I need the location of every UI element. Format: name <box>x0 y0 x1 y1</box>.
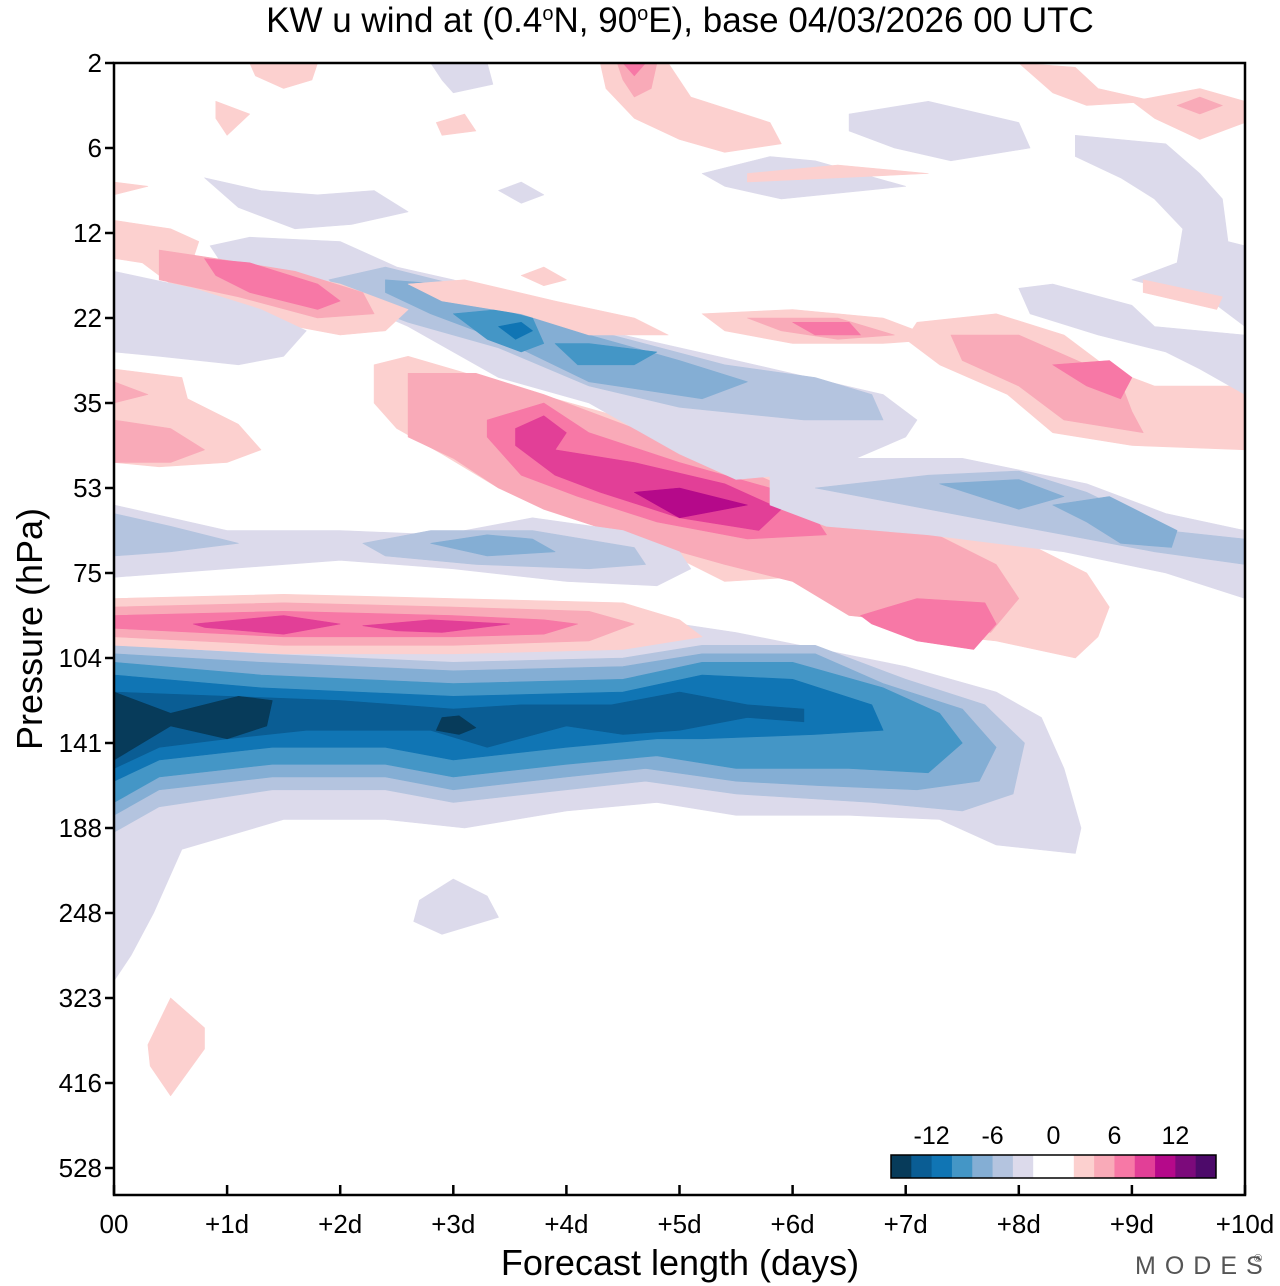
colorbar-swatch <box>1134 1155 1156 1178</box>
colorbar-swatch <box>1114 1155 1136 1178</box>
contour-n8-27 <box>554 343 658 366</box>
copyright-mark: © <box>1254 1253 1262 1265</box>
y-tick-label: 528 <box>59 1153 102 1183</box>
colorbar-tick-label: -6 <box>981 1122 1003 1150</box>
colorbar-swatch <box>992 1155 1014 1178</box>
contour-n2-48 <box>1018 283 1245 395</box>
y-tick-label: 75 <box>73 558 102 588</box>
y-tick-label: 53 <box>73 473 102 503</box>
contour-n6-22 <box>430 534 556 557</box>
colorbar-swatch <box>911 1155 933 1178</box>
x-tick-label: +1d <box>205 1209 249 1239</box>
x-tick-label: +5d <box>657 1209 701 1239</box>
colorbar-tick-label: 0 <box>1047 1122 1061 1150</box>
contour-p2-69 <box>114 181 149 196</box>
contour-n2-59 <box>430 63 494 94</box>
x-tick-label: +6d <box>771 1209 815 1239</box>
contour-p6-43 <box>1052 360 1133 400</box>
x-axis: 00 +1d +2d +3d +4d +5d +6d +7d +8d +9d +10d <box>100 1185 1275 1239</box>
x-tick-label: 00 <box>100 1209 129 1239</box>
contour-n2-60 <box>498 181 545 204</box>
modes-watermark: MODES <box>1135 1252 1272 1280</box>
y-tick-label: 141 <box>59 728 102 758</box>
contour-n10-28 <box>498 321 533 340</box>
y-tick-label: 12 <box>73 218 102 248</box>
colorbar-swatch <box>1053 1155 1075 1178</box>
contour-n2-56 <box>204 177 409 230</box>
colorbar: -12 -6 0 6 12 <box>890 1122 1217 1179</box>
x-tick-label: +7d <box>884 1209 928 1239</box>
contour-n2-58 <box>848 101 1031 162</box>
y-tick-label: 416 <box>59 1068 102 1098</box>
contour-p4-36 <box>114 381 149 404</box>
contour-p2-62 <box>147 997 205 1097</box>
colorbar-swatch <box>891 1155 912 1178</box>
colorbar-swatch <box>1033 1155 1054 1178</box>
x-tick-label: +4d <box>544 1209 588 1239</box>
contour-p4-54 <box>1176 96 1223 115</box>
contour-p2-65 <box>435 113 477 136</box>
contour-p4-51 <box>616 63 658 98</box>
colorbar-swatch <box>1094 1155 1115 1178</box>
contour-p6-31 <box>204 258 341 310</box>
colorbar-swatch <box>1195 1155 1217 1178</box>
contour-p2-68 <box>1142 279 1223 310</box>
colorbar-swatch <box>1155 1155 1176 1178</box>
colorbar-tick-label: 6 <box>1107 1122 1121 1150</box>
contour-p2-67 <box>520 266 567 287</box>
contour-p2-64 <box>249 63 318 89</box>
contour-p6-18 <box>860 598 997 650</box>
chart-title: KW u wind at (0.4oN, 90oE), base 04/03/2… <box>266 1 1094 40</box>
y-tick-label: 248 <box>59 898 102 928</box>
x-tick-label: +10d <box>1216 1209 1275 1239</box>
contour-p8-12 <box>362 619 511 633</box>
x-tick-label: +9d <box>1110 1209 1154 1239</box>
x-tick-label: +3d <box>431 1209 475 1239</box>
contour-p6-10 <box>114 610 579 638</box>
y-tick-label: 188 <box>59 813 102 843</box>
y-tick-label: 35 <box>73 388 102 418</box>
contour-p6-52 <box>622 63 646 77</box>
contour-n14-7 <box>435 715 477 735</box>
y-axis: 2 6 12 22 35 53 75 104 141 188 248 323 416 528 <box>59 48 114 1183</box>
contour-p8-11 <box>192 615 341 635</box>
contour-n4-20 <box>114 513 239 557</box>
contour-p4-37 <box>114 419 205 463</box>
y-tick-label: 104 <box>59 643 102 673</box>
contour-p2-32 <box>407 279 669 336</box>
colorbar-frame <box>890 1154 1217 1179</box>
colorbar-swatch <box>1073 1155 1095 1178</box>
contour-n14-6 <box>114 691 273 761</box>
contour-p2-66 <box>747 164 929 183</box>
contour-p4-42 <box>950 334 1144 434</box>
contour-fills <box>114 63 1245 1097</box>
x-tick-label: +8d <box>997 1209 1041 1239</box>
x-axis-label: Forecast length (days) <box>501 1242 859 1283</box>
contour-p6-40 <box>792 321 861 336</box>
colorbar-swatch <box>951 1155 973 1178</box>
colorbar-swatch <box>931 1155 953 1178</box>
colorbar-tick-label: 12 <box>1161 1122 1189 1150</box>
contour-n2-34 <box>114 270 307 366</box>
colorbar-tick-label: -12 <box>914 1122 950 1150</box>
colorbar-swatch <box>1175 1155 1197 1178</box>
contour-p10-17 <box>633 487 748 519</box>
y-tick-label: 323 <box>59 983 102 1013</box>
colorbar-swatch <box>1012 1155 1034 1178</box>
contour-p2-53 <box>1131 88 1245 140</box>
colorbar-swatch <box>972 1155 994 1178</box>
contour-n6-47 <box>1052 496 1178 548</box>
x-tick-label: +2d <box>318 1209 362 1239</box>
y-tick-label: 2 <box>88 48 102 78</box>
y-tick-label: 6 <box>88 133 102 163</box>
y-axis-label: Pressure (hPa) <box>9 508 50 750</box>
contour-n6-46 <box>939 479 1065 510</box>
contour-p2-55 <box>1018 63 1155 106</box>
y-tick-label: 22 <box>73 303 102 333</box>
contour-n2-61 <box>413 878 499 935</box>
contour-p2-63 <box>215 101 250 136</box>
